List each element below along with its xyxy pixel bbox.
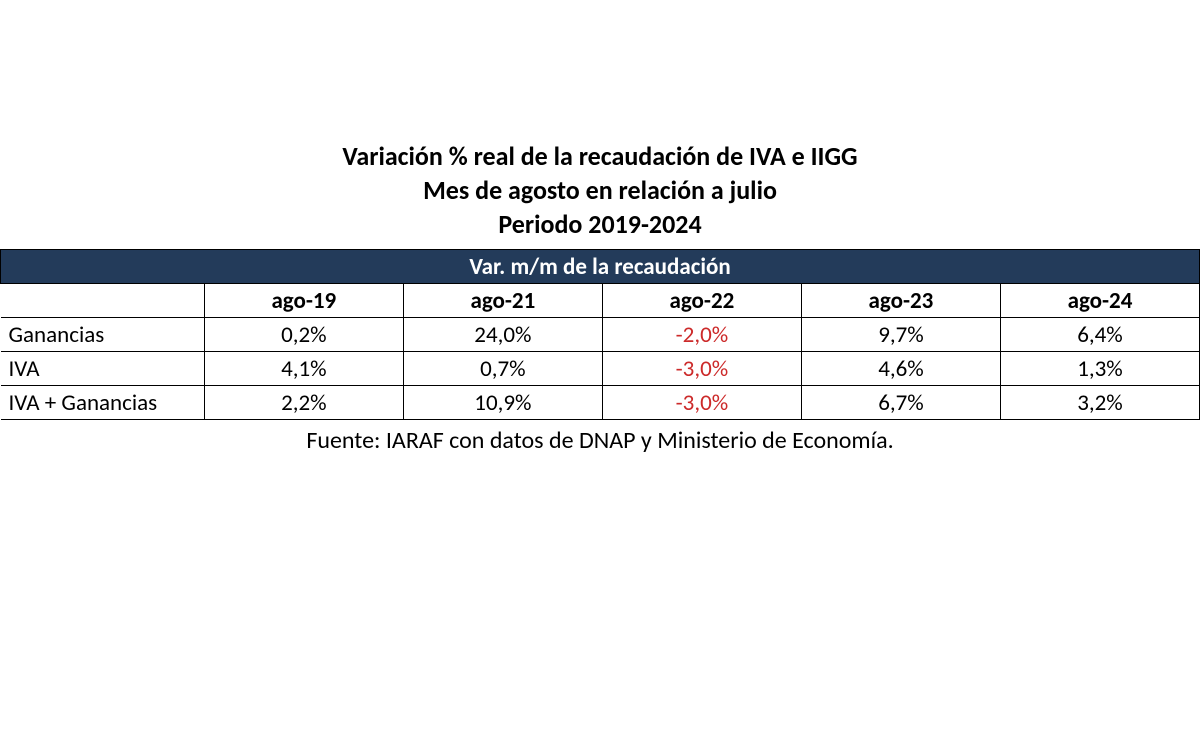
table-cell: 2,2% <box>204 386 403 420</box>
row-label: Ganancias <box>1 318 205 352</box>
table-row: Ganancias 0,2% 24,0% -2,0% 9,7% 6,4% <box>1 318 1200 352</box>
table-cell: 4,6% <box>801 352 1000 386</box>
table-col-header: ago-24 <box>1000 284 1199 318</box>
title-line-3: Periodo 2019-2024 <box>0 208 1200 242</box>
table-header-empty <box>1 284 205 318</box>
table-cell: 6,4% <box>1000 318 1199 352</box>
table-header-row: ago-19 ago-21 ago-22 ago-23 ago-24 <box>1 284 1200 318</box>
table-cell: 0,2% <box>204 318 403 352</box>
table-cell: 9,7% <box>801 318 1000 352</box>
title-line-2: Mes de agosto en relación a julio <box>0 174 1200 208</box>
table-cell: 4,1% <box>204 352 403 386</box>
table-cell: -3,0% <box>602 352 801 386</box>
row-label: IVA <box>1 352 205 386</box>
footer-source: Fuente: IARAF con datos de DNAP y Minist… <box>0 426 1200 455</box>
table-col-header: ago-22 <box>602 284 801 318</box>
table-cell: 6,7% <box>801 386 1000 420</box>
table-cell: 24,0% <box>403 318 602 352</box>
table-banner: Var. m/m de la recaudación <box>1 250 1200 284</box>
table-banner-row: Var. m/m de la recaudación <box>1 250 1200 284</box>
data-table: Var. m/m de la recaudación ago-19 ago-21… <box>0 249 1200 420</box>
table-cell: 10,9% <box>403 386 602 420</box>
title-line-1: Variación % real de la recaudación de IV… <box>0 140 1200 174</box>
table-cell: 3,2% <box>1000 386 1199 420</box>
table-cell: -2,0% <box>602 318 801 352</box>
table-cell: -3,0% <box>602 386 801 420</box>
table-cell: 0,7% <box>403 352 602 386</box>
table-row: IVA 4,1% 0,7% -3,0% 4,6% 1,3% <box>1 352 1200 386</box>
table-col-header: ago-21 <box>403 284 602 318</box>
table-cell: 1,3% <box>1000 352 1199 386</box>
table-col-header: ago-23 <box>801 284 1000 318</box>
table-col-header: ago-19 <box>204 284 403 318</box>
row-label: IVA + Ganancias <box>1 386 205 420</box>
title-block: Variación % real de la recaudación de IV… <box>0 140 1200 241</box>
table-row: IVA + Ganancias 2,2% 10,9% -3,0% 6,7% 3,… <box>1 386 1200 420</box>
